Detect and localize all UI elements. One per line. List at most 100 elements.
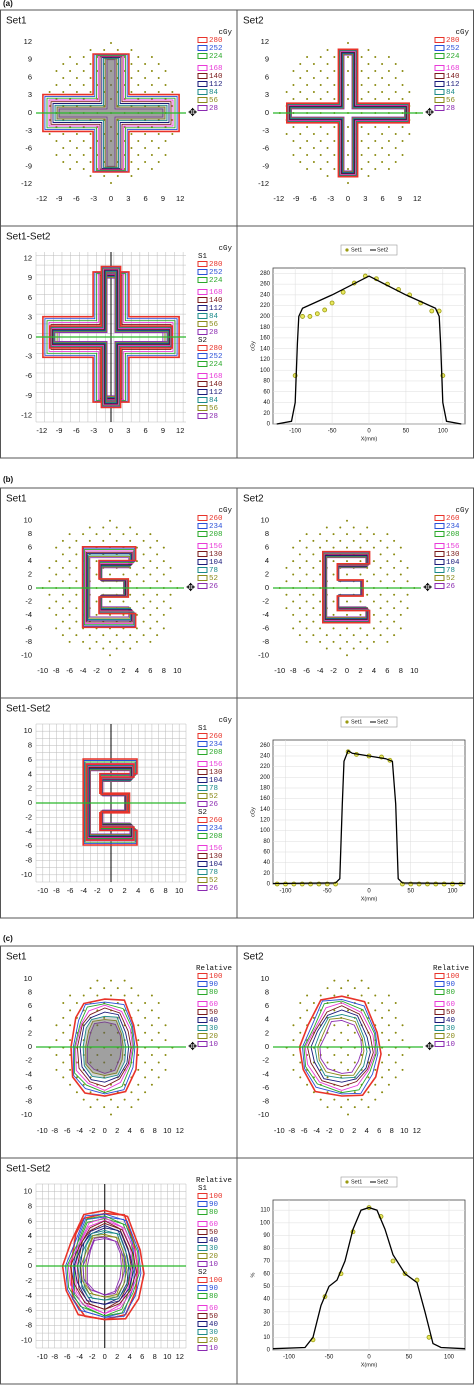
dose-point — [326, 161, 329, 163]
x-tick-label: 0 — [109, 194, 113, 203]
x-tick-label: 2 — [121, 666, 125, 675]
dose-point — [96, 1098, 99, 1101]
dose-point — [319, 98, 322, 100]
dose-point — [332, 600, 335, 603]
dose-point — [387, 56, 390, 58]
x-tick-label: -2 — [94, 886, 101, 895]
x-axis-label: X(mm) — [361, 1362, 378, 1368]
dose-point — [89, 91, 92, 93]
data-line — [272, 749, 466, 885]
dose-point — [62, 1031, 65, 1034]
dose-point — [347, 70, 349, 72]
legend-swatch — [197, 345, 208, 351]
dose-point — [381, 77, 384, 79]
dose-point — [387, 84, 390, 86]
x-tick-label: 10 — [163, 1352, 171, 1361]
dose-point — [306, 56, 309, 58]
dose-point — [360, 1098, 363, 1101]
dose-point — [305, 546, 308, 549]
y-tick-label: 40 — [263, 1297, 270, 1303]
x-tick-label: 9 — [161, 194, 165, 203]
dose-point — [123, 979, 126, 982]
x-tick-label: 0 — [103, 1352, 107, 1361]
legend-swatch — [197, 1305, 208, 1311]
dose-point — [333, 154, 336, 156]
dose-point — [401, 98, 404, 100]
dose-point — [353, 1031, 356, 1034]
legend-group-label: S1 — [198, 725, 208, 733]
legend-swatch — [434, 575, 445, 581]
x-tick-label: -10 — [37, 886, 48, 895]
dose-map — [35, 723, 187, 883]
dose-point — [156, 634, 159, 637]
y-tick-label: 6 — [265, 72, 269, 81]
y-tick-label: 6 — [28, 1216, 32, 1225]
y-tick-label: 200 — [260, 775, 271, 781]
dose-point — [102, 539, 105, 542]
legend-unit: cGy — [218, 507, 232, 515]
dose-point — [82, 1083, 85, 1086]
legend-swatch — [197, 305, 208, 311]
y-tick-label: -10 — [258, 650, 269, 659]
dose-point — [325, 539, 328, 542]
dose-point — [130, 133, 133, 135]
x-tick-label: 6 — [140, 1126, 144, 1135]
x-tick-label: -2 — [89, 1126, 96, 1135]
data-point — [340, 289, 346, 295]
dose-point — [130, 1091, 133, 1094]
dose-point — [381, 133, 384, 135]
legend-swatch — [197, 531, 208, 537]
legend-level: 30 — [209, 1025, 219, 1033]
dose-point — [48, 580, 51, 583]
isodose-contour — [287, 50, 409, 176]
legend-swatch — [197, 389, 208, 395]
dose-point — [325, 634, 328, 637]
legend-swatch — [197, 845, 208, 851]
legend-swatch — [197, 575, 208, 581]
legend-level: 260 — [209, 733, 223, 741]
y-tick-label: -9 — [25, 391, 32, 400]
panel-title: Set1 — [6, 16, 27, 27]
dose-point — [110, 1083, 112, 1086]
x-tick-label: -50 — [325, 1355, 334, 1361]
x-tick-label: 8 — [163, 886, 167, 895]
dose-point — [157, 1016, 160, 1019]
data-point — [300, 314, 305, 319]
x-tick-label: 50 — [407, 889, 414, 895]
legend-swatch — [197, 733, 208, 739]
legend-level: 26 — [209, 583, 219, 591]
y-tick-label: -6 — [262, 144, 269, 153]
dose-point — [333, 140, 336, 142]
dose-point — [61, 593, 64, 596]
dose-point — [89, 147, 92, 149]
legend-swatch — [197, 1025, 208, 1031]
dose-point — [122, 640, 125, 643]
dose-point — [394, 1001, 397, 1004]
x-tick-label: 4 — [372, 666, 376, 675]
y-tick-label: -2 — [25, 596, 32, 605]
dose-point — [292, 154, 295, 156]
dose-point — [68, 573, 71, 576]
dose-point — [75, 539, 78, 542]
x-tick-label: -3 — [327, 194, 334, 203]
y-tick-label: 60 — [263, 1271, 270, 1277]
dose-point — [387, 98, 390, 100]
dose-point — [103, 1061, 106, 1064]
dose-point — [319, 533, 322, 536]
dose-point — [387, 1068, 390, 1071]
dose-point — [305, 613, 308, 616]
dose-point — [393, 580, 396, 583]
legend-swatch — [197, 1001, 208, 1007]
dose-point — [82, 168, 85, 170]
legend-level: 208 — [209, 833, 223, 841]
dose-point — [68, 600, 71, 603]
dose-point — [386, 640, 389, 643]
dose-point — [142, 607, 145, 610]
x-tick-label: 10 — [173, 666, 181, 675]
legend-level: 140 — [446, 73, 460, 81]
x-tick-label: -6 — [73, 194, 80, 203]
y-tick-label: 100 — [260, 828, 271, 834]
dose-point — [381, 161, 384, 163]
dose-point — [386, 560, 389, 563]
x-tick-label: -8 — [288, 1126, 295, 1135]
